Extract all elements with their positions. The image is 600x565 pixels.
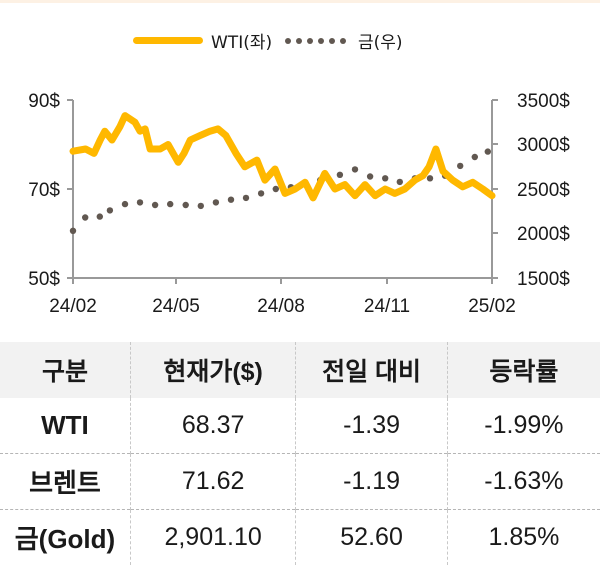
- row-name: 브렌트: [0, 454, 130, 510]
- table-row: WTI 68.37 -1.39 -1.99%: [0, 398, 600, 454]
- x-tick-label: 24/02: [49, 296, 97, 317]
- header-change: 전일 대비: [296, 342, 448, 398]
- row-price: 2,901.10: [130, 510, 295, 565]
- x-tick-label: 24/08: [257, 296, 305, 317]
- wti-series-line: [73, 116, 492, 198]
- x-tick-label: 25/02: [468, 296, 516, 317]
- row-rate: -1.63%: [447, 454, 600, 510]
- table-header-row: 구분 현재가($) 전일 대비 등락률: [0, 342, 600, 398]
- left-tick-label: 90$: [28, 91, 60, 112]
- header-rate: 등락률: [447, 342, 600, 398]
- row-price: 71.62: [130, 454, 295, 510]
- legend-item-wti: WTI(좌): [133, 28, 272, 53]
- row-name: 금(Gold): [0, 510, 130, 565]
- right-tick-label: 2000$: [517, 224, 570, 245]
- row-change: 52.60: [296, 510, 448, 565]
- x-tick-label: 24/05: [152, 296, 200, 317]
- right-tick-label: 2500$: [517, 180, 570, 201]
- x-axis-labels: 24/02 24/05 24/08 24/11 25/02: [49, 296, 516, 317]
- header-price: 현재가($): [130, 342, 295, 398]
- legend-wti-label: WTI(좌): [211, 28, 272, 53]
- row-rate: 1.85%: [447, 510, 600, 565]
- row-price: 68.37: [130, 398, 295, 454]
- chart-legend: WTI(좌) 금(우): [0, 28, 600, 56]
- row-change: -1.39: [296, 398, 448, 454]
- right-tick-label: 3000$: [517, 135, 570, 156]
- left-tick-label: 50$: [28, 269, 60, 290]
- row-rate: -1.99%: [447, 398, 600, 454]
- top-border: [0, 0, 600, 3]
- line-chart: 90$ 70$ 50$ 3500$ 3000$ 2500$ 2000$ 1500…: [0, 80, 600, 330]
- right-axis-labels: 3500$ 3000$ 2500$ 2000$ 1500$: [517, 91, 570, 290]
- left-tick-label: 70$: [28, 180, 60, 201]
- right-tick-label: 3500$: [517, 91, 570, 112]
- row-name: WTI: [0, 398, 130, 454]
- row-change: -1.19: [296, 454, 448, 510]
- legend-gold-label: 금(우): [358, 28, 403, 53]
- price-table: 구분 현재가($) 전일 대비 등락률 WTI 68.37 -1.39 -1.9…: [0, 342, 600, 565]
- x-tick-label: 24/11: [364, 296, 410, 317]
- legend-item-gold: 금(우): [285, 28, 403, 53]
- table-row: 브렌트 71.62 -1.19 -1.63%: [0, 454, 600, 510]
- left-axis-labels: 90$ 70$ 50$: [28, 91, 60, 290]
- header-category: 구분: [0, 342, 130, 398]
- solid-line-swatch-icon: [133, 37, 203, 44]
- dotted-line-swatch-icon: [285, 38, 346, 44]
- right-tick-label: 1500$: [517, 269, 570, 290]
- table-row: 금(Gold) 2,901.10 52.60 1.85%: [0, 510, 600, 565]
